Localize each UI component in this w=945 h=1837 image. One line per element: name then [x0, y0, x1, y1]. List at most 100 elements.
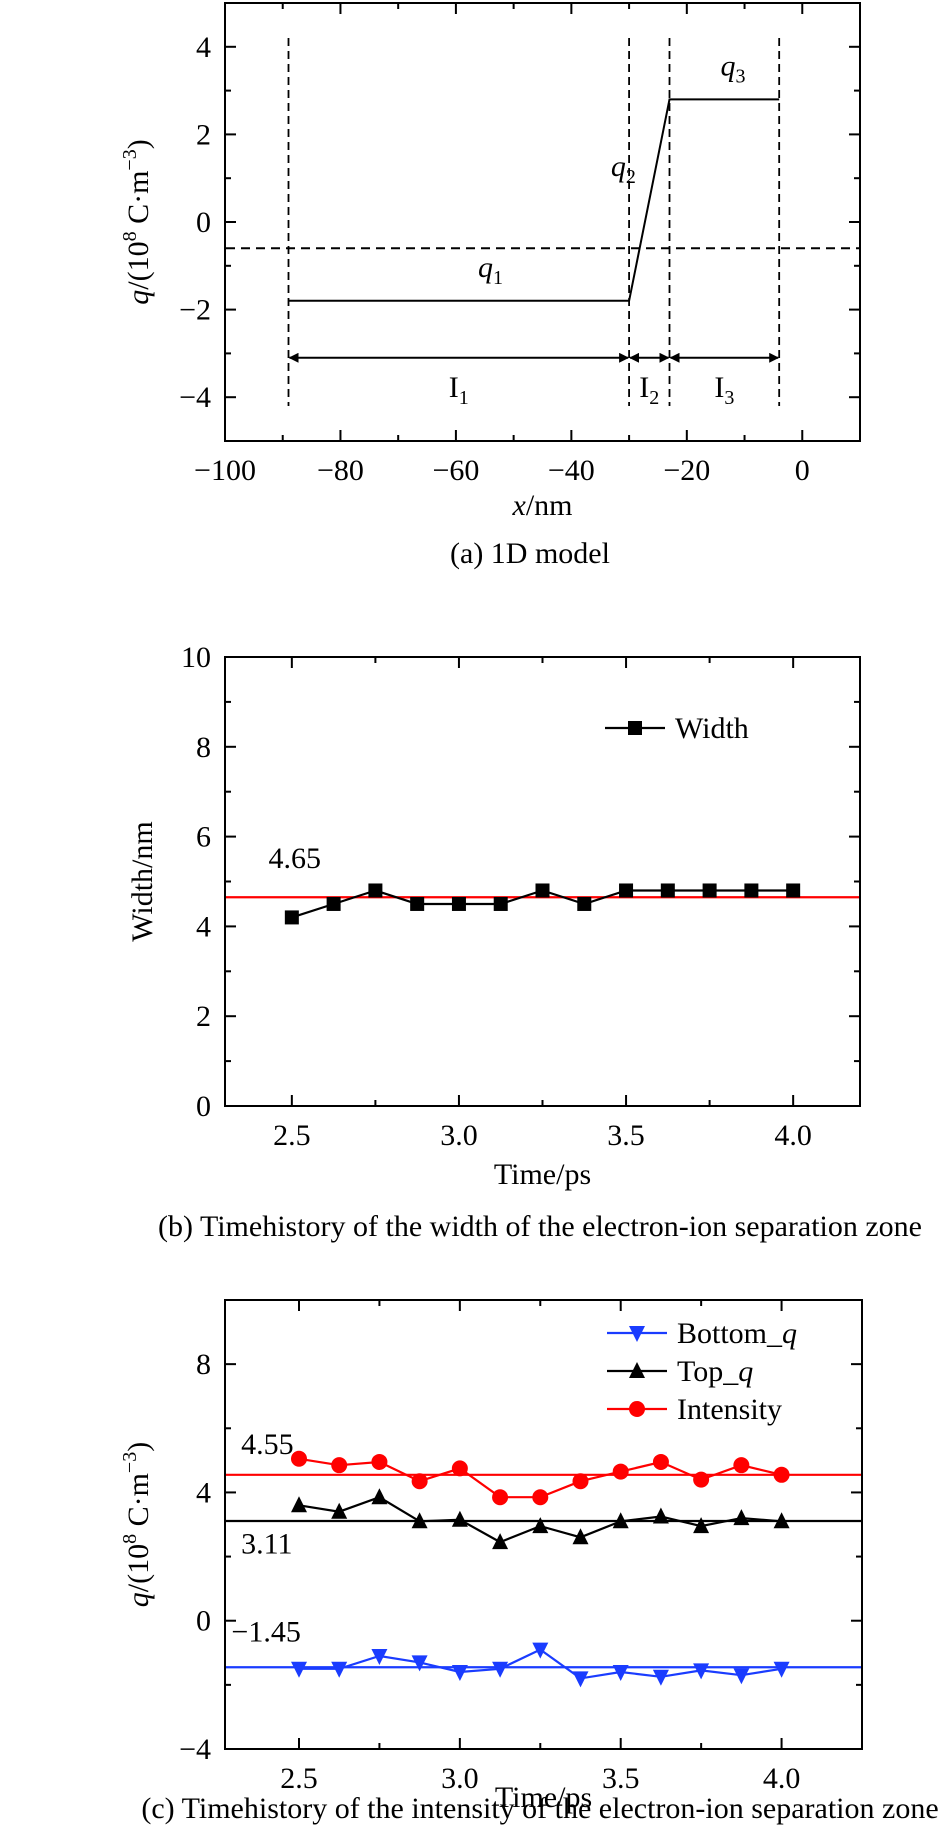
x-tick-label: 2.5 [280, 1762, 318, 1795]
data-point [371, 1649, 388, 1665]
data-point [331, 1661, 348, 1678]
legend-label: Width [675, 712, 749, 745]
x-tick-label: −40 [548, 454, 595, 487]
charge-label-subscript: 3 [736, 65, 746, 87]
data-point [773, 1512, 790, 1529]
charge-label-base: q [478, 251, 493, 284]
y-tick-label: 8 [196, 1348, 211, 1381]
data-point [652, 1507, 669, 1524]
region-label: I2 [639, 371, 659, 409]
charge-label: q3 [721, 49, 746, 87]
legend-label: Intensity [677, 1393, 782, 1426]
data-point [693, 1663, 710, 1680]
data-point [492, 1533, 509, 1550]
x-axis-label: x/nm [512, 489, 573, 522]
y-tick-label: 6 [196, 821, 211, 854]
data-point [693, 1517, 710, 1534]
y-axis-label-sup: 8 [119, 231, 141, 241]
x-tick-label: 3.5 [607, 1119, 645, 1152]
data-point [652, 1669, 669, 1686]
y-axis-label-part: ) [122, 139, 155, 149]
data-point [284, 910, 299, 925]
y-tick-label: 4 [196, 1476, 211, 1509]
x-axis-label-italic: x [512, 489, 527, 522]
x-tick-label: 3.0 [441, 1762, 479, 1795]
charge-label: q1 [478, 251, 503, 289]
y-tick-label: −4 [179, 1733, 211, 1766]
y-tick-label: 2 [196, 1000, 211, 1033]
reference-line-label: 4.55 [241, 1428, 294, 1461]
x-tick-label: 2.5 [273, 1119, 311, 1152]
x-tick-label: −20 [663, 454, 710, 487]
y-tick-label: 10 [181, 641, 211, 674]
legend-label: Bottom_q [677, 1317, 797, 1350]
charge-label-subscript: 1 [493, 267, 503, 289]
data-point [492, 1661, 509, 1678]
charge-label: q2 [611, 150, 636, 188]
data-point [773, 1466, 790, 1483]
figure-caption: (b) Timehistory of the width of the elec… [158, 1210, 922, 1243]
y-tick-label: 4 [196, 31, 211, 64]
y-axis-label-sup: −3 [119, 149, 141, 170]
data-point [652, 1453, 669, 1470]
data-point [411, 1655, 428, 1672]
data-point [693, 1471, 710, 1488]
y-axis-label-sup: 8 [119, 1534, 141, 1544]
figure-caption: (a) 1D model [450, 537, 610, 570]
y-axis-label: q/(108 C·m−3) [119, 139, 155, 304]
legend-label-italic: q [738, 1355, 753, 1388]
data-point [451, 1665, 468, 1681]
x-tick-label: −80 [317, 454, 364, 487]
data-point [612, 1665, 629, 1681]
data-point [660, 883, 675, 898]
plot-frame [224, 656, 861, 1107]
legend-marker [629, 1362, 645, 1378]
y-tick-label: 4 [196, 910, 211, 943]
x-tick-label: 4.0 [774, 1119, 812, 1152]
data-point [572, 1473, 589, 1490]
data-point [368, 883, 383, 898]
region-label: I1 [449, 371, 469, 409]
data-point [291, 1661, 307, 1678]
legend-label-text: Width [675, 712, 749, 745]
data-point [532, 1642, 549, 1659]
data-point [733, 1457, 750, 1474]
x-axis-label: Time/ps [495, 1781, 592, 1814]
data-point [733, 1509, 750, 1526]
plot-frame [224, 1299, 863, 1750]
reference-line-label: 4.65 [268, 842, 321, 875]
y-axis-label-italic: q [122, 1592, 155, 1607]
y-tick-label: 0 [196, 1605, 211, 1638]
y-axis-label: q/(108 C·m−3) [119, 1442, 155, 1607]
data-point [492, 1489, 509, 1506]
x-tick-label: 3.5 [602, 1762, 640, 1795]
data-point [493, 896, 508, 911]
y-axis-label-part: /(10 [122, 1544, 155, 1592]
data-point [532, 1517, 549, 1534]
data-point [371, 1488, 388, 1505]
panel-b-width-chart: 2.5 3.0 3.5 4.0 0 2 4 6 8 10 Time/ps Width/nm (b) Ti… [126, 641, 922, 1243]
legend-label-text: Intensity [677, 1393, 782, 1426]
x-tick-label: 3.0 [440, 1119, 478, 1152]
data-point [612, 1512, 629, 1529]
y-axis-label-text: Width/nm [126, 821, 159, 941]
charge-label-base: q [721, 49, 736, 82]
y-tick-label: −4 [179, 381, 211, 414]
reference-line-label: 3.11 [241, 1527, 292, 1560]
data-point [532, 1489, 549, 1506]
data-point [577, 896, 592, 911]
data-point [773, 1661, 790, 1678]
data-point [451, 896, 466, 911]
legend-marker [629, 1326, 645, 1342]
data-point [411, 1473, 428, 1490]
data-point [572, 1671, 589, 1688]
y-tick-label: 0 [196, 1090, 211, 1123]
data-point [291, 1496, 307, 1513]
data-point [702, 883, 717, 898]
legend-label: Top_q [677, 1355, 753, 1388]
y-axis-label-part: ) [122, 1442, 155, 1452]
data-point [535, 883, 550, 898]
